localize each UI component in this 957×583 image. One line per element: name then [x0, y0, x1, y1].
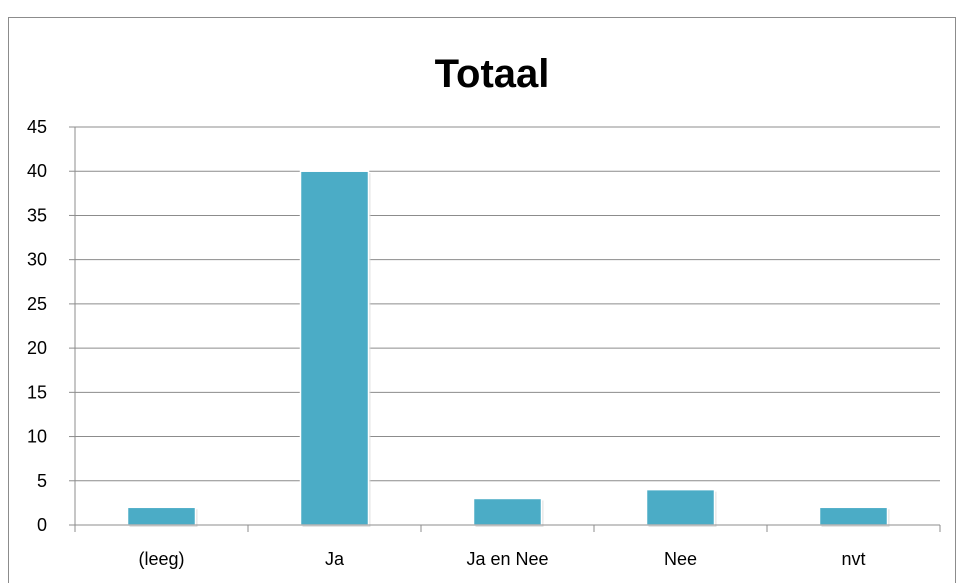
bars — [126, 170, 890, 527]
y-tick-label: 25 — [27, 294, 47, 314]
x-tick-label: (leeg) — [138, 549, 184, 569]
x-tick-labels: (leeg) Ja Ja en Nee Nee nvt — [138, 549, 865, 569]
y-tick-label: 0 — [37, 515, 47, 535]
bar — [472, 497, 543, 526]
chart-frame — [8, 17, 956, 583]
bar — [126, 506, 197, 526]
x-tick-label: nvt — [841, 549, 865, 569]
x-tick-label: Ja — [325, 549, 345, 569]
axes — [74, 127, 941, 532]
y-tick-label: 30 — [27, 250, 47, 270]
y-tick-label: 35 — [27, 205, 47, 225]
bar — [645, 488, 716, 526]
bar — [818, 506, 889, 526]
y-tick-labels: 0 5 10 15 20 25 30 35 40 45 — [27, 117, 47, 535]
bar — [299, 170, 370, 526]
y-tick-label: 45 — [27, 117, 47, 137]
x-tick-label: Ja en Nee — [466, 549, 548, 569]
x-tick-label: Nee — [664, 549, 697, 569]
chart-title: Totaal — [435, 52, 550, 96]
y-tick-label: 20 — [27, 338, 47, 358]
y-tick-label: 40 — [27, 161, 47, 181]
y-tick-label: 15 — [27, 382, 47, 402]
gridlines — [69, 126, 940, 526]
y-tick-label: 5 — [37, 471, 47, 491]
y-tick-label: 10 — [27, 427, 47, 447]
